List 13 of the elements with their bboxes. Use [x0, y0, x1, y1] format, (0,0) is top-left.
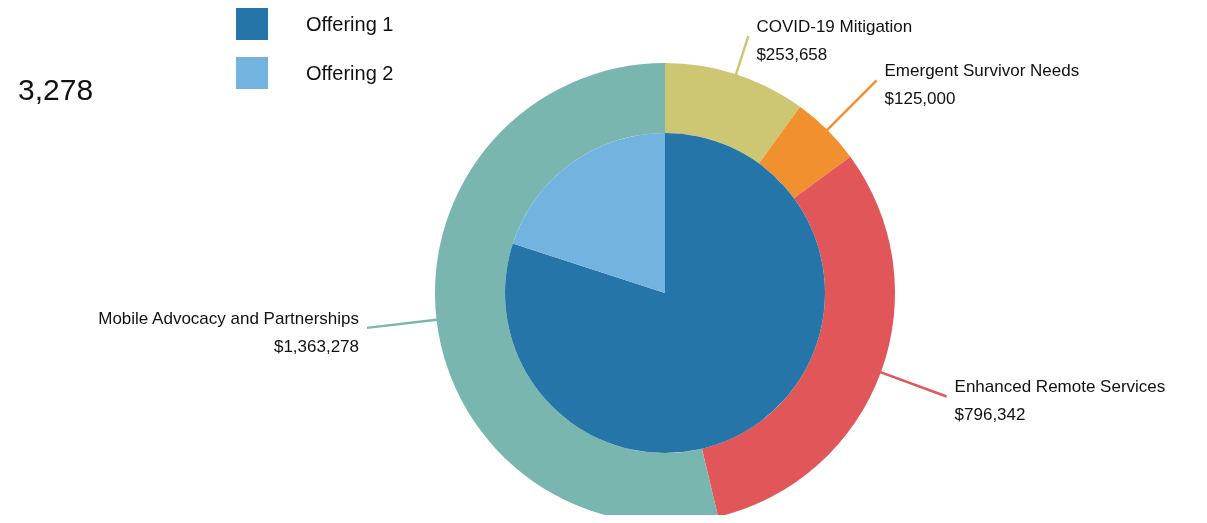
slice-label: Enhanced Remote Services	[954, 377, 1166, 397]
pie-slice	[505, 133, 825, 453]
slice-label: Mobile Advocacy and Partnerships	[98, 308, 360, 328]
data-label: $125,000	[884, 89, 956, 109]
data-label: $1,363,278	[273, 336, 360, 356]
legend-label: Offering 1	[306, 13, 394, 35]
slice-label: Emergent Survivor Needs	[884, 61, 1080, 81]
data-label: $796,342	[954, 405, 1026, 425]
slice-label: COVID-19 Mitigation	[756, 17, 913, 37]
data-label: $253,658	[756, 45, 828, 65]
text: 3,278	[18, 73, 94, 106]
pie-slice	[512, 133, 665, 293]
legend-label: Offering 2	[306, 62, 394, 84]
